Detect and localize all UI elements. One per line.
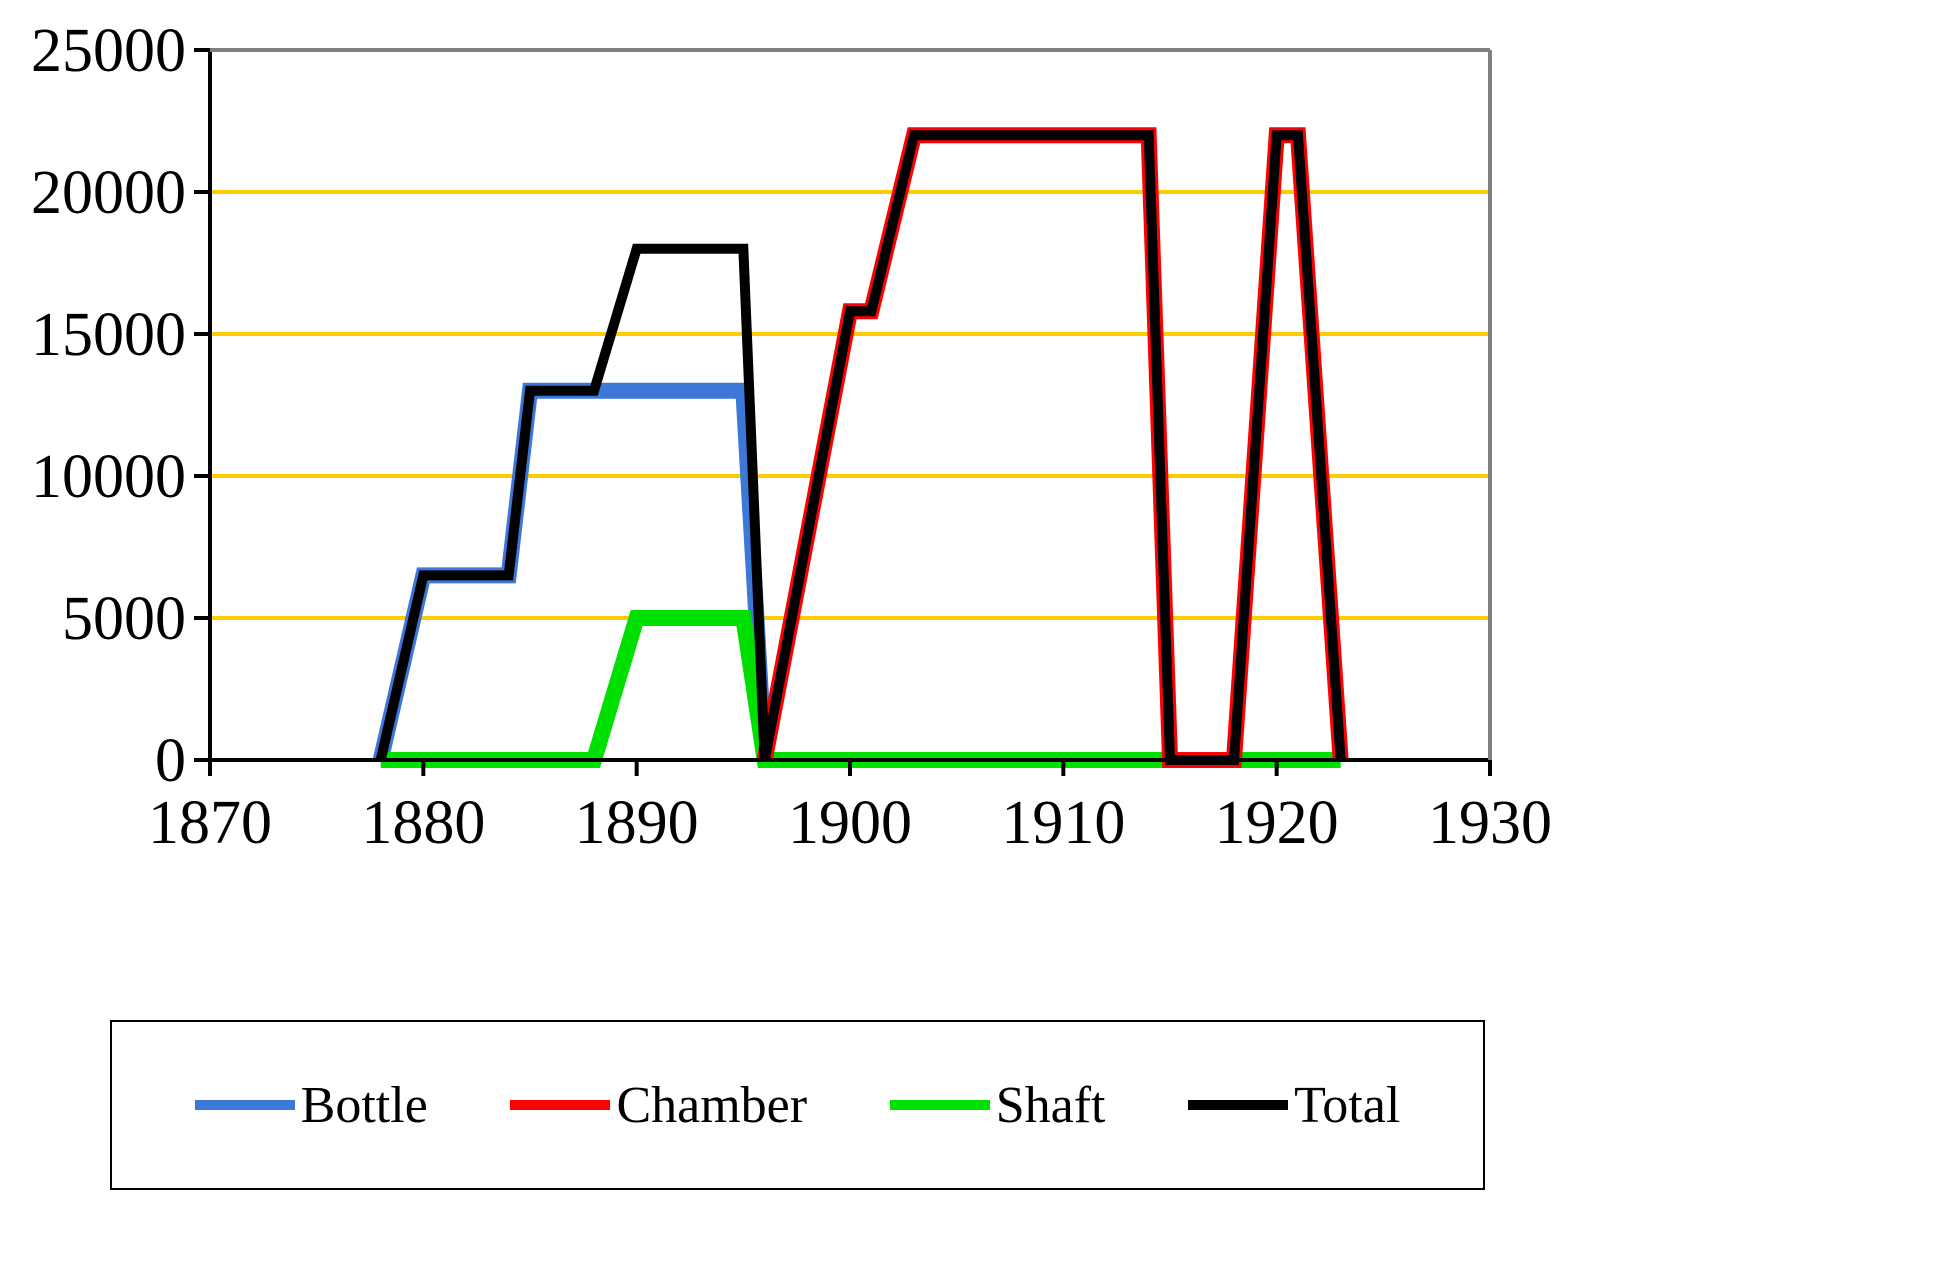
legend-swatch <box>1188 1100 1288 1110</box>
legend-label: Chamber <box>616 1076 807 1135</box>
x-axis-label: 1890 <box>557 788 717 859</box>
x-axis-label: 1910 <box>983 788 1143 859</box>
legend-label: Bottle <box>301 1076 428 1135</box>
x-axis-label: 1930 <box>1410 788 1570 859</box>
legend-swatch <box>195 1100 295 1110</box>
legend-label: Total <box>1294 1076 1400 1135</box>
x-axis-label: 1920 <box>1197 788 1357 859</box>
legend-item-bottle: Bottle <box>195 1076 428 1135</box>
legend-item-shaft: Shaft <box>890 1076 1106 1135</box>
legend-swatch <box>510 1100 610 1110</box>
y-axis-label: 15000 <box>0 300 186 371</box>
x-axis-label: 1880 <box>343 788 503 859</box>
legend-item-total: Total <box>1188 1076 1400 1135</box>
x-axis-label: 1870 <box>130 788 290 859</box>
y-axis-label: 0 <box>0 726 186 797</box>
legend-item-chamber: Chamber <box>510 1076 807 1135</box>
chart-container: 0 5000 10000 15000 20000 25000 1870 1880 1890 19… <box>0 0 1949 1286</box>
y-axis-label: 20000 <box>0 158 186 229</box>
legend-label: Shaft <box>996 1076 1106 1135</box>
chart-legend: Bottle Chamber Shaft Total <box>110 1020 1485 1190</box>
y-axis-label: 25000 <box>0 16 186 87</box>
x-axis-label: 1900 <box>770 788 930 859</box>
y-axis-label: 5000 <box>0 584 186 655</box>
y-axis-label: 10000 <box>0 442 186 513</box>
legend-swatch <box>890 1100 990 1110</box>
